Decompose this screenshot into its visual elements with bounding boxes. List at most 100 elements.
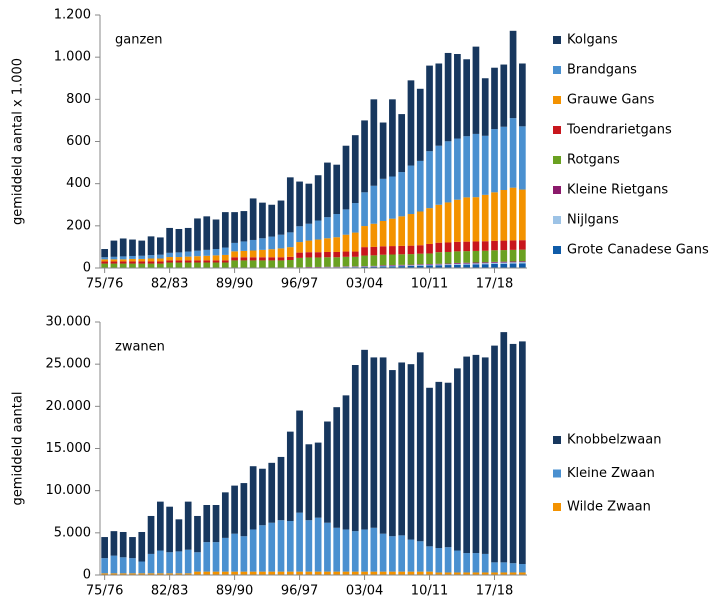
- bar-segment: [519, 572, 526, 575]
- bar-segment: [249, 260, 257, 268]
- bar-segment: [444, 572, 452, 575]
- bar-segment: [500, 189, 508, 241]
- bar-segment: [240, 571, 248, 575]
- bar-segment: [221, 262, 229, 268]
- bar-segment: [119, 263, 127, 268]
- bar-segment: [370, 185, 378, 224]
- bar-segment: [296, 571, 303, 575]
- bar-segment: [184, 501, 192, 550]
- y-tick-label: 20.000: [46, 399, 92, 414]
- bar-segment: [500, 261, 508, 263]
- bar-segment: [240, 536, 248, 572]
- x-tick-label: 10/11: [411, 584, 448, 599]
- bar-segment: [129, 537, 136, 559]
- bar-segment: [221, 571, 229, 575]
- bar-segment: [435, 381, 443, 549]
- bar-segment: [268, 257, 276, 261]
- bar-segment: [342, 251, 350, 257]
- bar-segment: [351, 203, 359, 233]
- legend-swatch: [553, 36, 561, 44]
- bar-segment: [472, 197, 480, 242]
- bar-segment: [305, 240, 313, 253]
- bar-segment: [184, 251, 192, 257]
- bar-segment: [101, 249, 108, 258]
- bar-segment: [110, 555, 118, 574]
- bar-segment: [481, 241, 489, 251]
- bar-segment: [491, 263, 498, 268]
- bar-segment: [481, 194, 489, 242]
- legend-swatch: [553, 216, 561, 224]
- bar-segment: [110, 261, 118, 264]
- bar-segment: [389, 265, 396, 266]
- bar-segment: [379, 122, 387, 179]
- bar-segment: [463, 356, 471, 554]
- bar-segment: [156, 550, 164, 574]
- bar-segment: [426, 263, 433, 265]
- bar-segment: [472, 264, 480, 268]
- panel-label: ganzen: [115, 33, 163, 48]
- y-tick-label: 25.000: [46, 357, 92, 372]
- bar-segment: [389, 370, 396, 537]
- bar-segment: [491, 250, 498, 262]
- bar-segment: [370, 571, 378, 575]
- bar-segment: [166, 552, 173, 574]
- bar-segment: [361, 192, 368, 227]
- bar-segment: [305, 571, 313, 575]
- bar-segment: [389, 218, 396, 247]
- bar-segment: [519, 564, 526, 573]
- y-tick-label: 1.000: [54, 50, 91, 65]
- y-tick-label: 5.000: [54, 525, 91, 540]
- legend-swatch: [553, 156, 561, 164]
- bar-segment: [305, 444, 313, 521]
- bar-segment: [249, 250, 257, 258]
- bar-segment: [286, 256, 294, 260]
- bar-segment: [389, 176, 396, 219]
- bar-segment: [175, 252, 183, 258]
- bar-segment: [472, 262, 480, 264]
- bar-segment: [509, 261, 517, 263]
- bar-segment: [259, 571, 266, 575]
- bar-segment: [314, 517, 322, 572]
- bar-segment: [156, 261, 164, 264]
- bar-segment: [110, 531, 118, 556]
- bar-segment: [342, 234, 350, 252]
- bar-segment: [194, 262, 201, 268]
- bar-segment: [519, 189, 526, 241]
- bar-segment: [481, 357, 489, 554]
- bar-segment: [314, 257, 322, 267]
- bar-segment: [491, 562, 498, 573]
- bar-segment: [426, 387, 433, 547]
- bar-segment: [147, 261, 155, 264]
- bar-segment: [463, 251, 471, 263]
- bar-segment: [481, 250, 489, 263]
- bar-segment: [259, 468, 266, 526]
- bar-segment: [361, 349, 368, 530]
- bar-segment: [481, 264, 489, 268]
- bar-segment: [398, 254, 406, 265]
- bar-segment: [426, 65, 433, 152]
- bar-segment: [324, 257, 331, 267]
- bar-segment: [444, 52, 452, 142]
- bar-segment: [416, 253, 424, 265]
- bar-segment: [259, 238, 266, 250]
- bar-segment: [435, 242, 443, 253]
- bar-segment: [519, 262, 526, 264]
- bar-segment: [500, 332, 508, 563]
- bar-segment: [426, 546, 433, 572]
- bar-segment: [407, 214, 415, 246]
- bar-segment: [119, 531, 127, 558]
- bar-segment: [277, 257, 285, 261]
- bar-segment: [231, 571, 238, 575]
- bar-segment: [296, 226, 303, 243]
- bar-segment: [101, 261, 108, 264]
- bar-segment: [138, 573, 146, 575]
- bar-segment: [519, 63, 526, 127]
- bar-segment: [407, 245, 415, 255]
- legend-label: Kolgans: [567, 33, 618, 48]
- bar-segment: [194, 256, 201, 261]
- bar-segment: [277, 200, 285, 235]
- bar-segment: [175, 257, 183, 261]
- bar-segment: [203, 255, 211, 261]
- bar-segment: [426, 243, 433, 254]
- bar-segment: [342, 209, 350, 235]
